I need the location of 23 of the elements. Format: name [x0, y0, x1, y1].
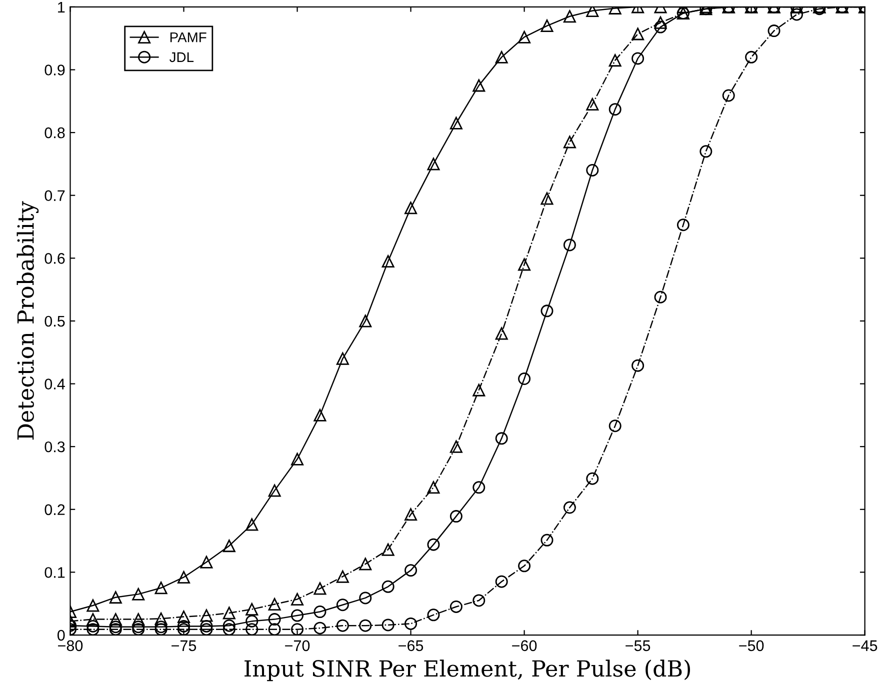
y-tick-label: 0	[57, 630, 65, 641]
x-tick-label: −70	[285, 640, 310, 652]
x-axis-title: Input SINR Per Element, Per Pulse (dB)	[244, 660, 690, 682]
y-tick-label: 1	[58, 2, 65, 12]
y-tick-label: 0.7	[44, 190, 65, 202]
y-tick-label: 0.8	[44, 127, 65, 138]
y-tick-label: 0.6	[44, 253, 65, 264]
y-tick-label: 0.1	[44, 567, 65, 578]
y-tick-label: 0.2	[44, 504, 65, 516]
y-tick-label: 0.5	[44, 316, 65, 327]
legend-label: PAMF	[170, 32, 206, 42]
x-tick-label: −65	[398, 640, 424, 652]
x-tick-label: −50	[739, 640, 764, 652]
y-tick-label: 0.9	[44, 64, 65, 76]
y-axis-title: Detection Probability	[16, 201, 39, 440]
x-tick-label: −80	[58, 640, 83, 652]
y-tick-label: 0.4	[44, 378, 65, 390]
x-tick-label: −60	[512, 640, 537, 652]
x-tick-label: −55	[626, 640, 650, 652]
legend-label: JDL	[170, 52, 194, 62]
y-tick-label: 0.3	[44, 441, 65, 452]
x-tick-label: −75	[172, 640, 196, 652]
x-tick-label: −45	[852, 640, 878, 652]
